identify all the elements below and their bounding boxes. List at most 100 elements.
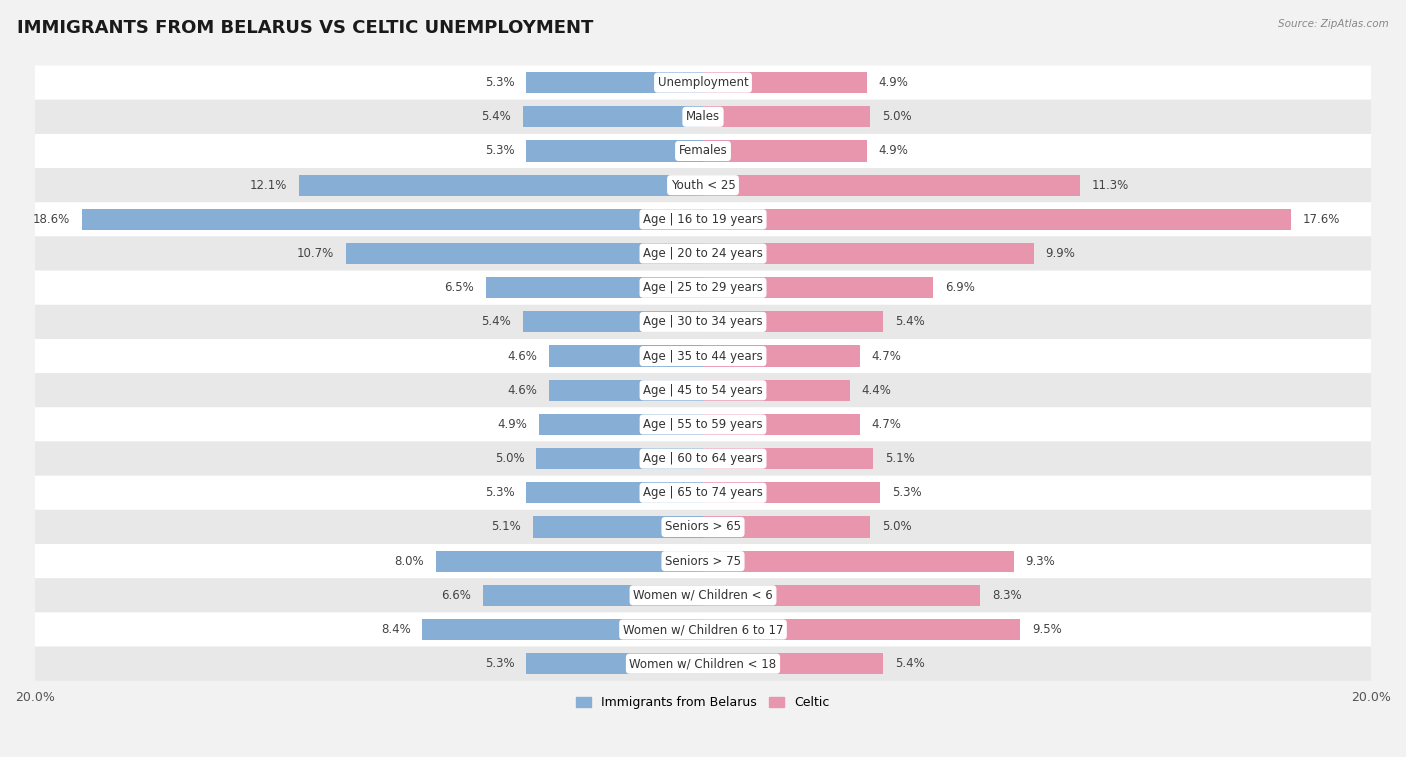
Bar bbox=[703, 209, 1291, 230]
Text: 9.9%: 9.9% bbox=[1046, 247, 1076, 260]
Text: 6.5%: 6.5% bbox=[444, 281, 474, 294]
Bar bbox=[526, 140, 703, 161]
Bar bbox=[526, 653, 703, 674]
Bar bbox=[523, 106, 703, 127]
Text: 8.0%: 8.0% bbox=[395, 555, 425, 568]
Bar bbox=[703, 619, 1021, 640]
Text: 9.3%: 9.3% bbox=[1025, 555, 1054, 568]
Text: IMMIGRANTS FROM BELARUS VS CELTIC UNEMPLOYMENT: IMMIGRANTS FROM BELARUS VS CELTIC UNEMPL… bbox=[17, 19, 593, 37]
Bar bbox=[703, 277, 934, 298]
Bar bbox=[482, 584, 703, 606]
Text: 5.1%: 5.1% bbox=[491, 521, 522, 534]
Text: Seniors > 75: Seniors > 75 bbox=[665, 555, 741, 568]
FancyBboxPatch shape bbox=[35, 510, 1371, 544]
Text: Age | 55 to 59 years: Age | 55 to 59 years bbox=[643, 418, 763, 431]
Bar bbox=[703, 380, 851, 401]
Bar bbox=[703, 175, 1080, 196]
Bar bbox=[526, 482, 703, 503]
FancyBboxPatch shape bbox=[35, 270, 1371, 305]
Text: 6.9%: 6.9% bbox=[945, 281, 974, 294]
Text: Age | 65 to 74 years: Age | 65 to 74 years bbox=[643, 486, 763, 500]
Text: Women w/ Children < 6: Women w/ Children < 6 bbox=[633, 589, 773, 602]
Text: 5.4%: 5.4% bbox=[481, 111, 510, 123]
Text: Age | 60 to 64 years: Age | 60 to 64 years bbox=[643, 452, 763, 465]
FancyBboxPatch shape bbox=[35, 202, 1371, 236]
Text: Women w/ Children < 18: Women w/ Children < 18 bbox=[630, 657, 776, 670]
Bar bbox=[523, 311, 703, 332]
FancyBboxPatch shape bbox=[35, 441, 1371, 475]
Text: 5.3%: 5.3% bbox=[485, 145, 515, 157]
Bar bbox=[299, 175, 703, 196]
Text: 17.6%: 17.6% bbox=[1302, 213, 1340, 226]
FancyBboxPatch shape bbox=[35, 66, 1371, 100]
Text: Unemployment: Unemployment bbox=[658, 76, 748, 89]
Bar bbox=[346, 243, 703, 264]
Text: Women w/ Children 6 to 17: Women w/ Children 6 to 17 bbox=[623, 623, 783, 636]
Bar bbox=[703, 106, 870, 127]
FancyBboxPatch shape bbox=[35, 544, 1371, 578]
FancyBboxPatch shape bbox=[35, 168, 1371, 202]
Bar bbox=[703, 72, 866, 93]
Text: 4.4%: 4.4% bbox=[862, 384, 891, 397]
FancyBboxPatch shape bbox=[35, 373, 1371, 407]
Bar bbox=[703, 482, 880, 503]
Text: 6.6%: 6.6% bbox=[441, 589, 471, 602]
Text: 8.3%: 8.3% bbox=[993, 589, 1022, 602]
Text: 5.0%: 5.0% bbox=[882, 111, 911, 123]
FancyBboxPatch shape bbox=[35, 475, 1371, 510]
Text: 8.4%: 8.4% bbox=[381, 623, 411, 636]
Bar bbox=[533, 516, 703, 537]
Bar bbox=[550, 345, 703, 366]
Text: Youth < 25: Youth < 25 bbox=[671, 179, 735, 192]
Text: 9.5%: 9.5% bbox=[1032, 623, 1062, 636]
Text: 5.4%: 5.4% bbox=[481, 316, 510, 329]
Text: Age | 30 to 34 years: Age | 30 to 34 years bbox=[643, 316, 763, 329]
FancyBboxPatch shape bbox=[35, 134, 1371, 168]
Text: Males: Males bbox=[686, 111, 720, 123]
Text: 5.1%: 5.1% bbox=[884, 452, 915, 465]
FancyBboxPatch shape bbox=[35, 646, 1371, 681]
Bar bbox=[703, 516, 870, 537]
FancyBboxPatch shape bbox=[35, 407, 1371, 441]
Bar bbox=[703, 584, 980, 606]
FancyBboxPatch shape bbox=[35, 578, 1371, 612]
Bar bbox=[703, 140, 866, 161]
Bar bbox=[703, 243, 1033, 264]
Text: 4.9%: 4.9% bbox=[879, 76, 908, 89]
FancyBboxPatch shape bbox=[35, 612, 1371, 646]
Text: Age | 20 to 24 years: Age | 20 to 24 years bbox=[643, 247, 763, 260]
Text: 5.4%: 5.4% bbox=[896, 316, 925, 329]
Text: 4.6%: 4.6% bbox=[508, 384, 537, 397]
Text: Age | 16 to 19 years: Age | 16 to 19 years bbox=[643, 213, 763, 226]
Bar bbox=[703, 345, 860, 366]
Text: 5.3%: 5.3% bbox=[485, 76, 515, 89]
Bar bbox=[536, 448, 703, 469]
Text: 5.3%: 5.3% bbox=[891, 486, 921, 500]
Bar bbox=[703, 414, 860, 435]
Text: 5.3%: 5.3% bbox=[485, 486, 515, 500]
Bar bbox=[82, 209, 703, 230]
Bar bbox=[703, 550, 1014, 572]
Text: 4.7%: 4.7% bbox=[872, 350, 901, 363]
Text: Females: Females bbox=[679, 145, 727, 157]
Text: Age | 35 to 44 years: Age | 35 to 44 years bbox=[643, 350, 763, 363]
Text: Source: ZipAtlas.com: Source: ZipAtlas.com bbox=[1278, 19, 1389, 29]
Bar bbox=[436, 550, 703, 572]
Bar bbox=[540, 414, 703, 435]
FancyBboxPatch shape bbox=[35, 236, 1371, 270]
Bar bbox=[703, 311, 883, 332]
Text: 5.0%: 5.0% bbox=[495, 452, 524, 465]
FancyBboxPatch shape bbox=[35, 305, 1371, 339]
Bar bbox=[486, 277, 703, 298]
Text: 18.6%: 18.6% bbox=[32, 213, 70, 226]
Text: 11.3%: 11.3% bbox=[1092, 179, 1129, 192]
Text: Seniors > 65: Seniors > 65 bbox=[665, 521, 741, 534]
Text: Age | 45 to 54 years: Age | 45 to 54 years bbox=[643, 384, 763, 397]
Bar bbox=[422, 619, 703, 640]
Bar bbox=[703, 448, 873, 469]
Text: 10.7%: 10.7% bbox=[297, 247, 333, 260]
Text: 4.9%: 4.9% bbox=[498, 418, 527, 431]
Text: 4.6%: 4.6% bbox=[508, 350, 537, 363]
Text: 12.1%: 12.1% bbox=[250, 179, 287, 192]
Bar bbox=[703, 653, 883, 674]
